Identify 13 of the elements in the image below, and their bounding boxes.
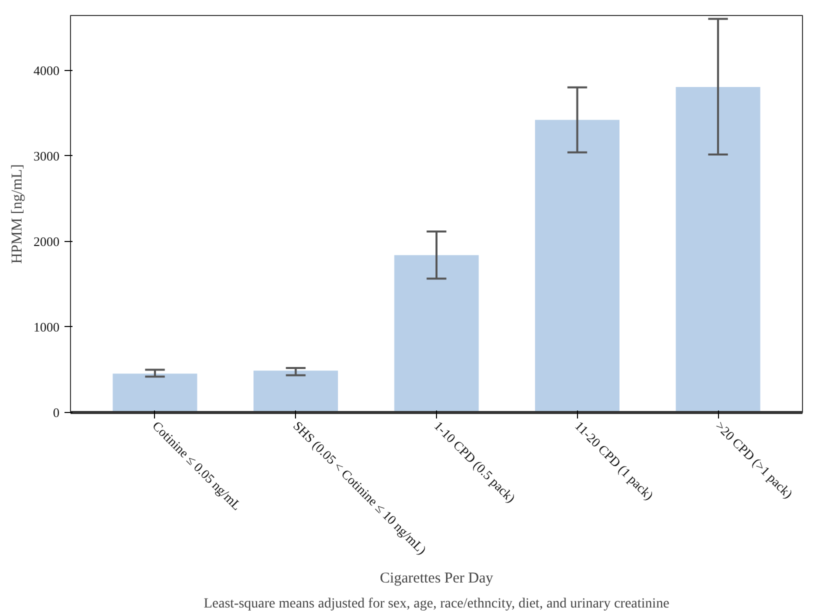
y-tick-label: 4000	[34, 62, 60, 78]
text: Least-square means adjusted for sex, age, race/ethncity, diet, and urinary creatinine	[204, 596, 670, 612]
y-tick-label: 2000	[34, 234, 60, 249]
bar	[535, 120, 620, 412]
bar	[112, 374, 198, 412]
y-tick-label: 0	[53, 405, 60, 420]
y-axis-title: HPMM [ng/mL]	[10, 164, 26, 264]
y-tick-label: 1000	[34, 319, 60, 334]
y-tick-label: 3000	[34, 148, 60, 164]
x-axis-title: Cigarettes Per Day	[380, 570, 494, 587]
bar	[254, 370, 338, 412]
bar	[394, 255, 479, 412]
bar	[676, 86, 760, 412]
